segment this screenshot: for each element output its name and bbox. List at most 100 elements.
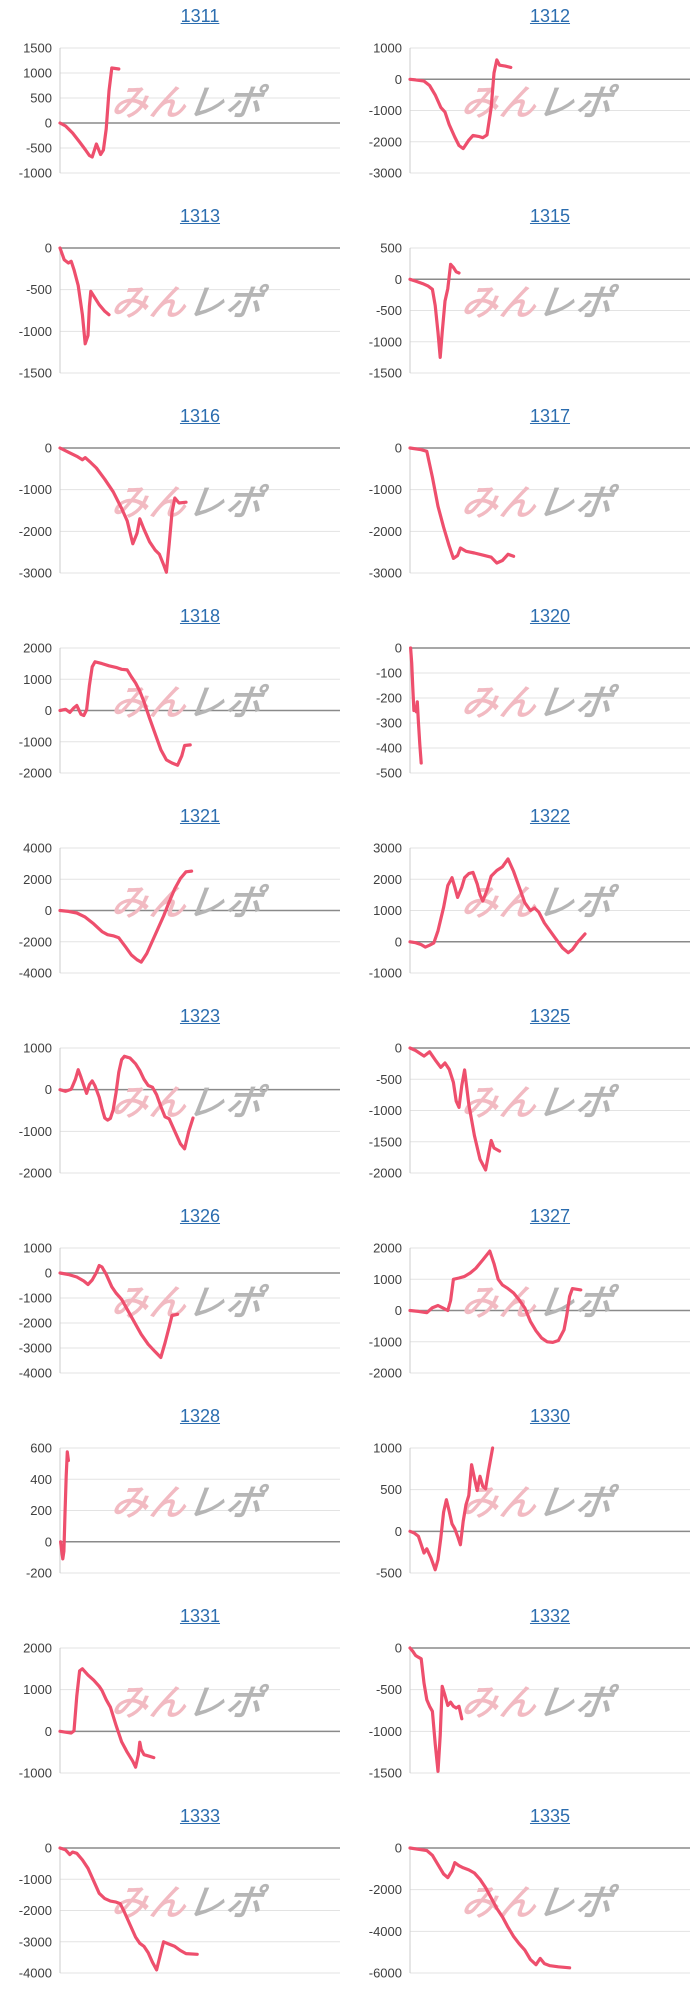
y-axis-tick-label: 0 (395, 1303, 402, 1318)
y-axis-tick-label: 0 (45, 703, 52, 718)
y-axis-tick-label: 500 (380, 241, 402, 256)
chart-cell-1333: 1333 0 -1000 -2000 -3000 -4000 みんレポ (0, 1800, 350, 2000)
y-axis-tick-label: 1000 (373, 41, 402, 56)
y-axis-tick-label: 0 (45, 441, 52, 456)
y-axis-tick-label: 0 (395, 1641, 402, 1656)
chart-grid: 0 -1000 -2000 -3000 (19, 441, 340, 581)
y-axis-tick-label: -300 (376, 716, 402, 731)
y-axis-tick-label: 0 (395, 441, 402, 456)
y-axis-tick-label: -2000 (19, 1903, 52, 1918)
y-axis-tick-label: 0 (395, 934, 402, 949)
y-axis-tick-label: 500 (30, 91, 52, 106)
chart-title-link[interactable]: 1320 (529, 606, 571, 626)
chart-cell-1316: 1316 0 -1000 -2000 -3000 みんレポ (0, 400, 350, 600)
chart-title-link[interactable]: 1313 (179, 206, 221, 226)
y-axis-tick-label: 0 (395, 272, 402, 287)
y-axis-tick-label: -500 (376, 1682, 402, 1697)
y-axis-tick-label: 1000 (373, 1441, 402, 1456)
chart-cell-1328: 1328 600 400 200 0 -200 みんレポ (0, 1400, 350, 1600)
y-axis-tick-label: 0 (45, 1534, 52, 1549)
y-axis-tick-label: -200 (26, 1566, 52, 1581)
chart-title-link[interactable]: 1326 (179, 1206, 221, 1226)
chart-title-link[interactable]: 1312 (529, 6, 571, 26)
chart-title-link[interactable]: 1328 (179, 1406, 221, 1426)
y-axis-tick-label: 2000 (23, 641, 52, 656)
chart-grid: 0 -100 -200 -300 -400 -500 (376, 641, 690, 781)
chart-grid: 3000 2000 1000 0 -1000 (369, 841, 690, 981)
chart-cell-1317: 1317 0 -1000 -2000 -3000 みんレポ (350, 400, 700, 600)
chart-grid: 1000 0 -1000 -2000 -3000 -4000 (19, 1241, 340, 1381)
chart-grid: 500 0 -500 -1000 -1500 (369, 241, 690, 381)
chart-cell-1318: 1318 2000 1000 0 -1000 -2000 みんレポ (0, 600, 350, 800)
chart-cell-1335: 1335 0 -2000 -4000 -6000 みんレポ (350, 1800, 700, 2000)
y-axis-tick-label: 3000 (373, 841, 402, 856)
chart-title-link[interactable]: 1323 (179, 1006, 221, 1026)
chart-grid: 600 400 200 0 -200 (26, 1441, 340, 1581)
y-axis-tick-label: -6000 (369, 1966, 402, 1981)
chart-grid: 2000 1000 0 -1000 -2000 (19, 641, 340, 781)
chart-title-link[interactable]: 1332 (529, 1606, 571, 1626)
chart-grid: 0 -1000 -2000 -3000 -4000 (19, 1841, 340, 1981)
y-axis-tick-label: 4000 (23, 841, 52, 856)
chart-title-link[interactable]: 1318 (179, 606, 221, 626)
chart-grid: 0 -1000 -2000 -3000 (369, 441, 690, 581)
y-axis-tick-label: 2000 (23, 872, 52, 887)
y-axis-tick-label: 0 (395, 1841, 402, 1856)
y-axis-tick-label: -500 (376, 303, 402, 318)
y-axis-tick-label: -500 (376, 766, 402, 781)
y-axis-tick-label: 500 (380, 1482, 402, 1497)
chart-title-link[interactable]: 1316 (179, 406, 221, 426)
chart-grid: 1000 0 -1000 -2000 -3000 (369, 41, 690, 181)
chart-grid: 1500 1000 500 0 -500 -1000 (19, 41, 340, 181)
chart-title-link[interactable]: 1322 (529, 806, 571, 826)
y-axis-tick-label: -2000 (369, 524, 402, 539)
y-axis-tick-label: -1500 (19, 366, 52, 381)
chart-title-link[interactable]: 1331 (179, 1606, 221, 1626)
chart-title-link[interactable]: 1311 (180, 6, 220, 26)
chart-grid: 2000 1000 0 -1000 -2000 (369, 1241, 690, 1381)
chart-title-link[interactable]: 1330 (529, 1406, 571, 1426)
y-axis-tick-label: 0 (45, 1266, 52, 1281)
y-axis-tick-label: 0 (45, 1724, 52, 1739)
chart-grid: 2000 1000 0 -1000 (19, 1641, 340, 1781)
chart-cell-1331: 1331 2000 1000 0 -1000 みんレポ (0, 1600, 350, 1800)
chart-grid: 4000 2000 0 -2000 -4000 (19, 841, 340, 981)
y-axis-tick-label: -3000 (19, 566, 52, 581)
chart-title-link[interactable]: 1327 (529, 1206, 571, 1226)
chart-grid: 0 -500 -1000 -1500 (369, 1641, 690, 1781)
y-axis-tick-label: -4000 (19, 966, 52, 981)
y-axis-tick-label: 0 (395, 72, 402, 87)
chart-title-link[interactable]: 1315 (529, 206, 571, 226)
chart-title-link[interactable]: 1333 (179, 1806, 221, 1826)
y-axis-tick-label: -2000 (369, 134, 402, 149)
y-axis-tick-label: -1000 (19, 324, 52, 339)
y-axis-tick-label: -1500 (369, 1766, 402, 1781)
y-axis-tick-label: 0 (45, 241, 52, 256)
y-axis-tick-label: 1000 (23, 1041, 52, 1056)
y-axis-tick-label: -2000 (19, 934, 52, 949)
chart-cell-1327: 1327 2000 1000 0 -1000 -2000 みんレポ (350, 1200, 700, 1400)
chart-title-link[interactable]: 1325 (529, 1006, 571, 1026)
y-axis-tick-label: -4000 (19, 1966, 52, 1981)
y-axis-tick-label: -1000 (369, 1724, 402, 1739)
y-axis-tick-label: -1000 (369, 103, 402, 118)
y-axis-tick-label: -1000 (19, 1124, 52, 1139)
y-axis-tick-label: 0 (395, 1041, 402, 1056)
chart-grid: 1000 500 0 -500 (373, 1441, 690, 1581)
chart-title-link[interactable]: 1321 (179, 806, 221, 826)
y-axis-tick-label: -3000 (369, 166, 402, 181)
y-axis-tick-label: 600 (30, 1441, 52, 1456)
chart-title-link[interactable]: 1335 (529, 1806, 571, 1826)
y-axis-tick-label: -3000 (19, 1341, 52, 1356)
y-axis-tick-label: 1000 (23, 66, 52, 81)
chart-title-link[interactable]: 1317 (529, 406, 571, 426)
chart-cell-1315: 1315 500 0 -500 -1000 -1500 みんレポ (350, 200, 700, 400)
y-axis-tick-label: 1500 (23, 41, 52, 56)
chart-grid: 0 -500 -1000 -1500 (19, 241, 340, 381)
y-axis-tick-label: 2000 (373, 1241, 402, 1256)
y-axis-tick-label: -2000 (19, 1316, 52, 1331)
y-axis-tick-label: -4000 (19, 1366, 52, 1381)
y-axis-tick-label: -1000 (369, 334, 402, 349)
chart-grid: 0 -2000 -4000 -6000 (369, 1841, 690, 1981)
